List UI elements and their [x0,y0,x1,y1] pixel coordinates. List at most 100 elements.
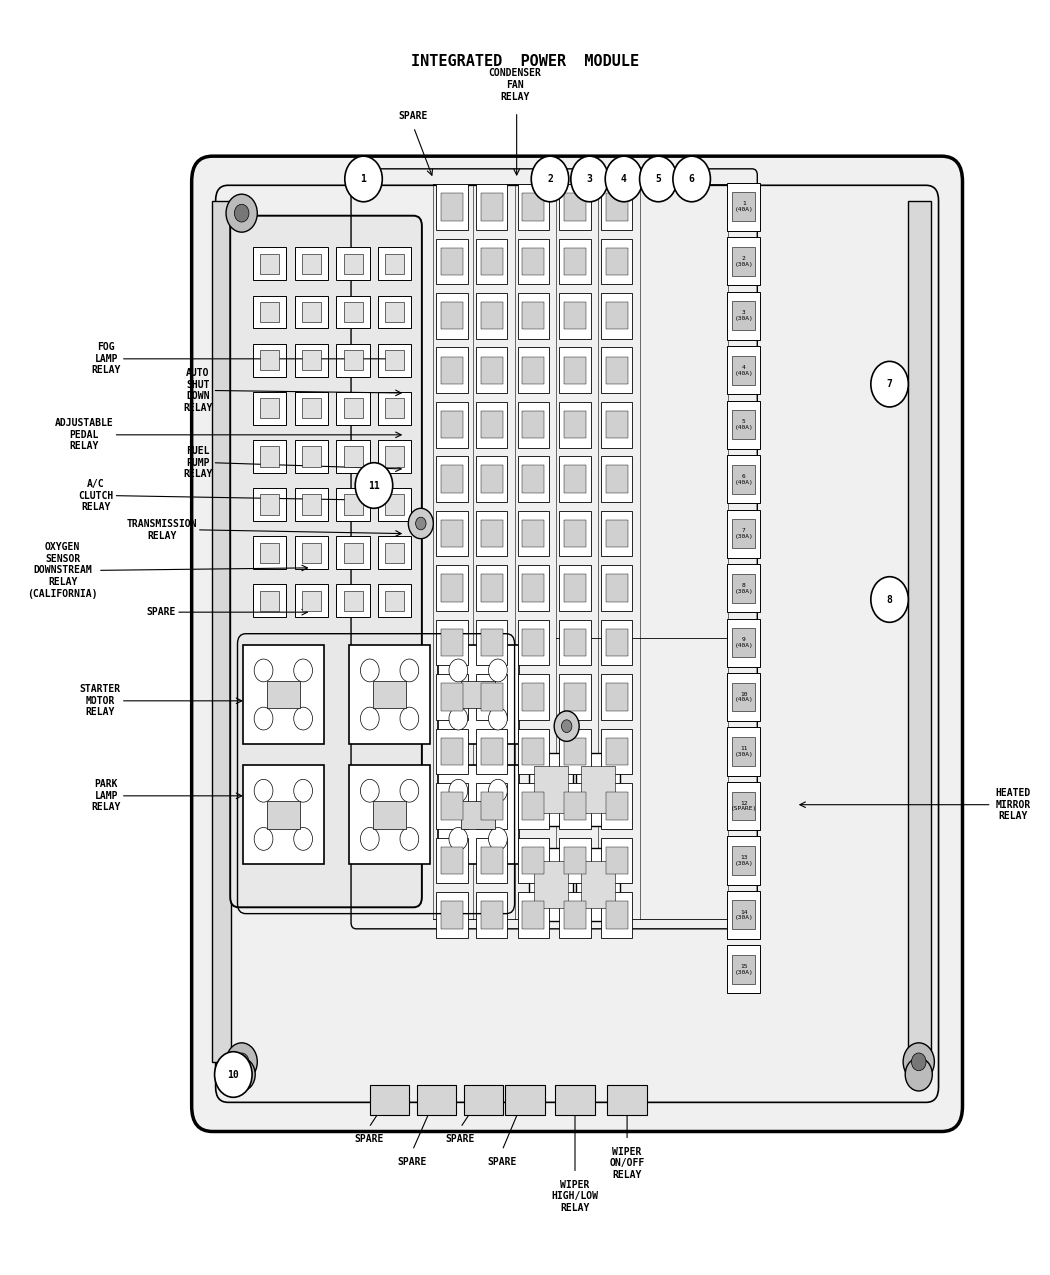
Bar [476,402,507,448]
Circle shape [408,509,434,539]
Bar [343,254,362,274]
Bar [523,465,544,493]
Bar [727,945,760,993]
Bar [560,565,590,611]
Circle shape [605,156,643,201]
Bar [441,629,463,657]
Bar [438,765,519,864]
Bar [437,293,467,339]
Bar [560,184,590,230]
Circle shape [400,659,419,682]
Bar [518,402,549,448]
Bar [476,511,507,556]
Bar [481,683,503,710]
Circle shape [226,194,257,232]
Bar [601,620,632,666]
Bar [302,349,321,370]
Text: SPARE: SPARE [487,1156,517,1167]
Circle shape [449,659,467,682]
FancyBboxPatch shape [230,215,422,908]
Bar [441,520,463,547]
Bar [601,565,632,611]
Circle shape [449,827,467,850]
Circle shape [531,156,569,201]
Bar [601,347,632,393]
Circle shape [214,1052,252,1098]
Circle shape [234,204,249,222]
Bar [564,411,586,439]
Bar [476,347,507,393]
Bar [518,184,549,230]
Bar [463,1085,503,1116]
Bar [727,728,760,775]
Text: 10: 10 [228,1070,239,1080]
Bar [343,446,362,467]
Bar [302,254,321,274]
Bar [727,237,760,286]
Text: 4
(40A): 4 (40A) [734,365,753,376]
Bar [476,293,507,339]
Circle shape [870,576,908,622]
Bar [564,357,586,384]
Circle shape [234,1053,249,1071]
Bar [606,520,628,547]
Bar [385,590,404,611]
Bar [518,456,549,502]
Bar [461,681,495,709]
Bar [243,645,324,743]
Bar [727,455,760,504]
Bar [727,400,760,449]
Bar [732,411,755,439]
Bar [212,200,231,1062]
Bar [601,783,632,829]
Bar [560,620,590,666]
Bar [336,391,370,425]
Bar [385,542,404,562]
Circle shape [360,779,379,802]
Bar [606,575,628,602]
Circle shape [355,463,393,509]
Bar [727,182,760,231]
Text: 4: 4 [621,173,627,184]
Circle shape [562,720,572,733]
Bar [476,456,507,502]
Bar [385,398,404,418]
Bar [370,1085,410,1116]
Text: 14
(30A): 14 (30A) [734,909,753,921]
Bar [518,838,549,884]
Bar [732,301,755,330]
Bar [253,488,287,521]
Bar [601,838,632,884]
Bar [727,891,760,938]
Bar [441,683,463,710]
Text: HEATED
MIRROR
RELAY: HEATED MIRROR RELAY [995,788,1031,821]
Bar [481,193,503,221]
Bar [343,349,362,370]
Circle shape [254,827,273,850]
Text: PARK
LAMP
RELAY: PARK LAMP RELAY [91,779,121,812]
Bar [437,838,467,884]
Bar [606,738,628,765]
Bar [576,752,620,826]
Text: 2
(30A): 2 (30A) [734,256,753,266]
Bar [727,510,760,557]
Bar [253,247,287,280]
Bar [260,495,279,515]
Bar [564,629,586,657]
Bar [564,193,586,221]
Text: 10
(40A): 10 (40A) [734,691,753,703]
Bar [295,584,328,617]
Text: STARTER
MOTOR
RELAY: STARTER MOTOR RELAY [80,685,121,718]
Bar [518,674,549,720]
Circle shape [254,659,273,682]
Bar [555,1085,594,1116]
Bar [732,955,755,984]
Bar [302,446,321,467]
Bar [727,564,760,612]
Bar [295,488,328,521]
Bar [343,542,362,562]
Bar [336,584,370,617]
Bar [253,391,287,425]
Bar [295,537,328,569]
Bar [476,238,507,284]
